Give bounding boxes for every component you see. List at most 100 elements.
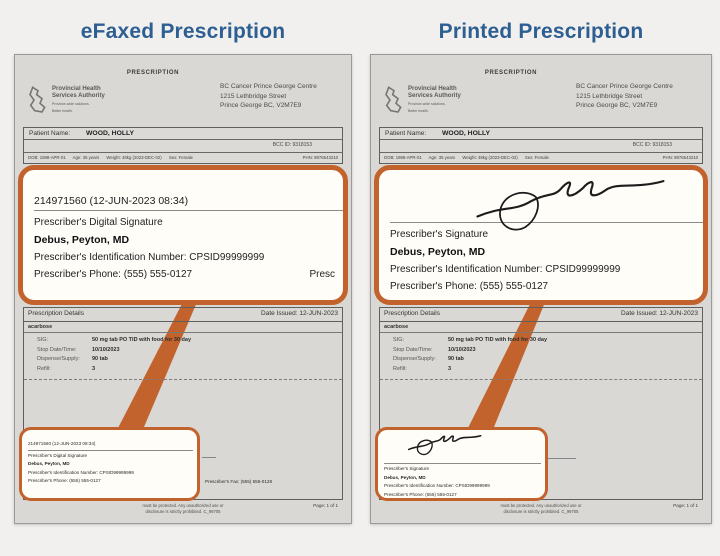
detail-value: 90 tab [92,356,108,362]
org-name-line2: Services Authority [52,93,105,99]
detail-label: SIG: [393,337,405,343]
prescriber-id-small: Prescriber's Identification Number: CPSI… [28,469,134,475]
clinic-address-line3: Prince George BC, V2M7E9 [576,102,658,109]
org-name-block: Provincial Health Services Authority Pro… [52,86,105,113]
detail-row-refill: Refill: 3 [24,365,342,375]
demographics-values: DOB: 1988-APR-01 Age: 35 years Weight: 4… [28,155,193,160]
bc-province-logo-icon [384,86,404,114]
prescriber-id: Prescriber's Identification Number: CPSI… [34,252,265,263]
details-header-label: Prescription Details [384,310,440,317]
details-header-label: Prescription Details [28,310,84,317]
detail-label: Refill: [37,365,51,372]
prescription-heading: PRESCRIPTION [126,70,180,76]
prescriber-phone-small: Prescriber's Phone: (555) 555-0127 [384,491,457,497]
digital-signature-stamp: 214971560 (12-JUN-2023 08:34) [34,195,189,207]
org-name-block: Provincial Health Services Authority Pro… [408,86,461,113]
detail-label: Refill: [393,365,407,372]
digital-signature-stamp-small: 214971560 (12-JUN-2023 08:34) [28,441,96,446]
detail-row-sig: SIG: 50 mg tab PO TID with food for 30 d… [380,336,702,346]
detail-value: 90 tab [448,356,464,362]
prescriber-name-small: Debus, Peyton, MD [28,461,70,467]
detail-label: Stop Date/Time: [393,346,433,353]
signature-source-callout: Prescriber's Signature Debus, Peyton, MD… [375,427,548,501]
patient-name-row: Patient Name: WOOD, HOLLY [379,127,703,140]
prescriber-name-small: Debus, Peyton, MD [384,474,426,480]
drug-name: acarbose [380,322,702,333]
clinic-address-line1: BC Cancer Prince George Centre [220,83,317,90]
prescriber-phone: Prescriber's Phone: (555) 555-0127 [34,269,193,280]
detail-label: Dispense/Supply: [393,356,436,362]
org-tagline-1: Province-wide solutions. [52,102,90,106]
signature-label: Prescriber's Signature [390,229,489,240]
confidentiality-footer: must be protected. Any unauthorized use … [15,503,351,514]
confidentiality-footer: must be protected. Any unauthorized use … [371,503,711,514]
disclaimer-line1: must be protected. Any unauthorized use … [142,503,224,508]
signature-zoom-callout: 214971560 (12-JUN-2023 08:34) Prescriber… [18,165,348,305]
detail-row-stop: Stop Date/Time: 10/10/2023 [24,346,342,356]
drug-name: acarbose [24,322,342,333]
printed-prescription-document: PRESCRIPTION Provincial Health Services … [370,54,712,524]
signature-rule-small [28,449,193,451]
clinic-address: BC Cancer Prince George Centre 1215 Leth… [220,82,317,111]
page-number: Page: 1 of 1 [673,503,698,508]
prescription-details-table: Prescription Details Date Issued: 12-JUN… [379,307,703,500]
signature-label-small: Prescriber's Digital Signature [28,452,88,458]
detail-value: 3 [92,365,96,372]
demographics-row: DOB: 1988-APR-01 Age: 35 years Weight: 4… [379,152,703,164]
bcc-id-row: BCC ID: 9318153 [23,139,343,153]
prescriber-phone-row: Prescriber's Phone: (555) 555-0127 Presc [34,269,335,280]
patient-name-row: Patient Name: WOOD, HOLLY [23,127,343,140]
org-tagline-2: Better health. [52,108,73,113]
detail-label: Dispense/Supply: [37,356,80,362]
details-header-row: Prescription Details Date Issued: 12-JUN… [24,308,342,322]
detail-value: 50 mg tab PO TID with food for 30 day [92,337,192,343]
detail-row-stop: Stop Date/Time: 10/10/2023 [380,346,702,356]
phn-value: PHN: 9876543210 [302,155,338,160]
clinic-address-line2: 1215 Lethbridge Street [576,92,643,100]
clinic-address-line1: BC Cancer Prince George Centre [576,83,673,90]
panel-title-printed: Printed Prescription [438,20,644,43]
disclaimer-line1: must be protected. Any unauthorized use … [500,503,582,508]
prescriber-id-small: Prescriber's Identification Number: CPSI… [384,483,490,489]
org-logo-block: Provincial Health Services Authority Pro… [28,86,105,114]
detail-value: 10/10/2023 [92,346,120,353]
org-tagline-2: Better health. [408,108,429,113]
org-name-line2: Services Authority [408,93,461,99]
detail-value: 10/10/2023 [448,346,476,353]
clipped-fax-text: Presc [309,269,335,280]
panel-efaxed: eFaxed Prescription PRESCRIPTION Provinc… [14,10,352,524]
signature-rule [34,210,343,211]
detail-row-dispense: Dispense/Supply: 90 tab [380,355,702,365]
signature-zoom-callout: Prescriber's Signature Debus, Peyton, MD… [374,165,708,305]
prescriber-name: Debus, Peyton, MD [390,246,486,258]
prescriber-id: Prescriber's Identification Number: CPSI… [390,264,621,275]
clinic-address-line3: Prince George BC, V2M7E9 [220,102,302,109]
signature-rule [390,222,703,223]
details-divider [24,379,342,380]
detail-label: Stop Date/Time: [37,346,77,353]
demographics-row: DOB: 1988-APR-01 Age: 35 years Weight: 4… [23,152,343,164]
details-header-row: Prescription Details Date Issued: 12-JUN… [380,308,702,322]
patient-name-label: Patient Name: [29,130,71,137]
patient-name-value: WOOD, HOLLY [86,130,135,137]
detail-row-refill: Refill: 3 [380,365,702,375]
details-divider [380,379,702,380]
detail-row-dispense: Dispense/Supply: 90 tab [24,355,342,365]
org-name-line1: Provincial Health [52,86,101,92]
signature-source-callout: 214971560 (12-JUN-2023 08:34) Prescriber… [19,427,200,501]
phn-value: PHN: 9876543210 [662,155,698,160]
detail-value: 3 [448,365,452,372]
prescription-heading: PRESCRIPTION [484,70,538,76]
handwritten-signature-icon [451,174,681,241]
signature-rule-small [384,463,541,464]
patient-name-value: WOOD, HOLLY [442,130,491,137]
clinic-address: BC Cancer Prince George Centre 1215 Leth… [576,82,673,111]
disclaimer-line2: disclosure is strictly prohibited. C_997… [145,508,221,514]
prescriber-phone-row: Prescriber's Phone: (555) 555-0127 [390,281,695,292]
panel-printed: Printed Prescription PRESCRIPTION Provin… [370,10,712,524]
prescriber-phone: Prescriber's Phone: (555) 555-0127 [390,281,549,292]
page-number: Page: 1 of 1 [313,503,338,508]
signature-rule-overflow [548,458,576,459]
date-issued: Date Issued: 12-JUN-2023 [621,310,698,317]
date-issued: Date Issued: 12-JUN-2023 [261,310,338,317]
